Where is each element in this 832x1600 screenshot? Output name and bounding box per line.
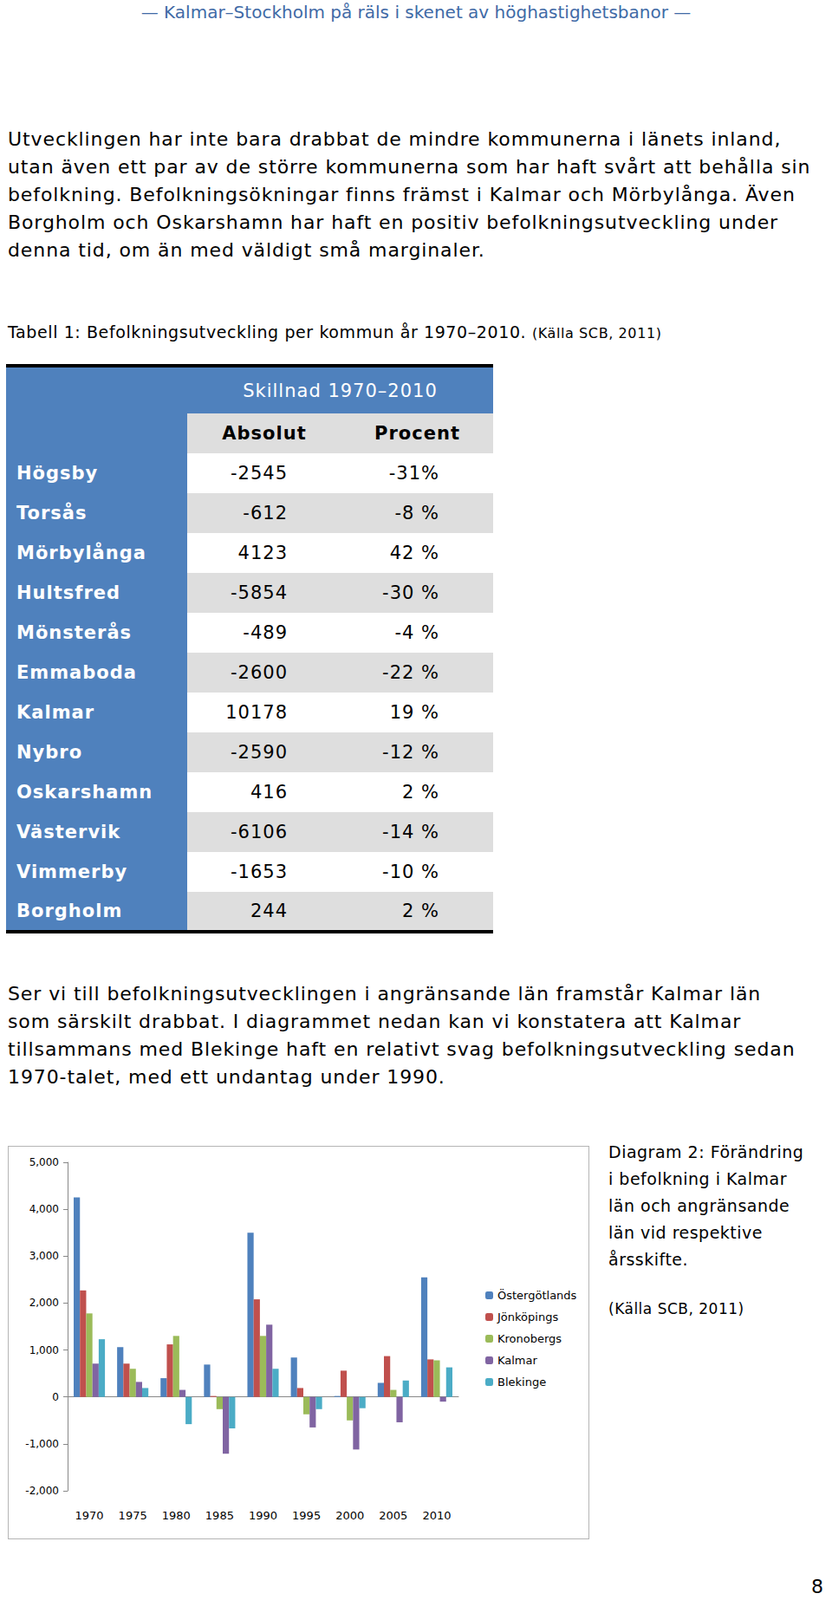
- html-text:19 %: 19 %: [389, 702, 440, 723]
- html-text:Hultsfred: Hultsfred: [16, 582, 121, 604]
- html-text:(Källa SCB, 2011): (Källa SCB, 2011): [608, 1300, 745, 1318]
- svg-text:-1,000: -1,000: [25, 1437, 59, 1450]
- html-text:som särskilt drabbat. I diagra: som särskilt drabbat. I diagrammet nedan…: [7, 1010, 742, 1033]
- svg-text:Blekinge: Blekinge: [497, 1375, 546, 1389]
- html-text:-8 %: -8 %: [394, 502, 440, 524]
- html-text:-5854: -5854: [230, 582, 288, 604]
- html-text:-10 %: -10 %: [382, 861, 440, 883]
- html-text:utan även ett par av de större: utan även ett par av de större kommunern…: [7, 156, 811, 178]
- svg-text:Kalmar: Kalmar: [497, 1353, 539, 1367]
- html-text:-6106: -6106: [230, 821, 288, 843]
- html-text:Ser vi till befolkningsutveckl: Ser vi till befolkningsutvecklingen i an…: [7, 982, 762, 1005]
- html-text:Borgholm: Borgholm: [16, 900, 123, 922]
- svg-text:1995: 1995: [292, 1508, 321, 1522]
- svg-text:1,000: 1,000: [29, 1344, 59, 1357]
- svg-text:1985: 1985: [205, 1508, 234, 1522]
- html-text:Mörbylånga: Mörbylånga: [16, 542, 147, 564]
- svg-text:2000: 2000: [335, 1508, 364, 1522]
- svg-text:Östergötlands: Östergötlands: [497, 1287, 578, 1302]
- html-text:-612: -612: [242, 502, 288, 524]
- html-text:Västervik: Västervik: [16, 821, 121, 843]
- svg-text:4,000: 4,000: [29, 1202, 59, 1216]
- html-text:-1653: -1653: [230, 861, 288, 883]
- svg-text:2010: 2010: [422, 1508, 451, 1522]
- html-text:Nybro: Nybro: [16, 741, 83, 763]
- html-text:2 %: 2 %: [402, 781, 440, 803]
- html-text:— Kalmar–Stockholm på räls i s: — Kalmar–Stockholm på räls i skenet av h…: [141, 1, 691, 23]
- html-text:Vimmerby: Vimmerby: [16, 861, 128, 883]
- html-text:1970-talet, med ett undantag u: 1970-talet, med ett undantag under 1990.: [7, 1066, 446, 1088]
- html-text:416: 416: [250, 781, 288, 803]
- html-text:Högsby: Högsby: [16, 462, 99, 484]
- svg-text:Jönköpings: Jönköpings: [496, 1310, 559, 1324]
- html-text:8: 8: [811, 1575, 824, 1598]
- html-text:-12 %: -12 %: [382, 741, 440, 763]
- html-text:2 %: 2 %: [402, 900, 440, 922]
- html-text:-489: -489: [242, 622, 288, 644]
- svg-text:1975: 1975: [118, 1508, 148, 1522]
- svg-text:1970: 1970: [75, 1508, 104, 1522]
- html-text:-31%: -31%: [388, 462, 440, 484]
- html-text:244: 244: [250, 900, 288, 922]
- html-text:-30 %: -30 %: [382, 582, 440, 604]
- html-text:län och angränsande: län och angränsande: [608, 1196, 790, 1216]
- html-text:tillsammans med Blekinge haft: tillsammans med Blekinge haft en relativ…: [7, 1038, 796, 1060]
- svg-text:2005: 2005: [378, 1508, 408, 1522]
- html-text:län vid respektive: län vid respektive: [608, 1222, 763, 1242]
- html-text:Skillnad 1970–2010: Skillnad 1970–2010: [242, 380, 438, 401]
- html-text:-2590: -2590: [230, 741, 288, 763]
- html-text:Mönsterås: Mönsterås: [16, 622, 132, 644]
- html-text:-2545: -2545: [230, 462, 288, 484]
- html-text:-22 %: -22 %: [382, 662, 440, 683]
- svg-text:-2,000: -2,000: [25, 1484, 59, 1497]
- html-text:Absolut: Absolut: [222, 422, 307, 444]
- svg-text:2,000: 2,000: [29, 1296, 59, 1309]
- html-text:Utvecklingen har inte bara dra: Utvecklingen har inte bara drabbat de mi…: [7, 128, 782, 150]
- html-text:4123: 4123: [237, 542, 288, 564]
- html-text:Borgholm och Oskarshamn har ha: Borgholm och Oskarshamn har haft en posi…: [7, 211, 779, 234]
- svg-text:Kronobergs: Kronobergs: [497, 1332, 562, 1346]
- svg-text:3,000: 3,000: [29, 1249, 59, 1262]
- html-text:denna tid, om än med väldigt s: denna tid, om än med väldigt små margina…: [7, 239, 486, 261]
- svg-text:1990: 1990: [248, 1508, 278, 1522]
- html-text:-4 %: -4 %: [394, 622, 440, 644]
- html-text:Tabell 1: Befolkningsutvecklin: Tabell 1: Befolkningsutveckling per komm…: [7, 322, 662, 342]
- html-text:i befolkning i Kalmar: i befolkning i Kalmar: [608, 1169, 787, 1189]
- svg-text:1980: 1980: [162, 1508, 191, 1522]
- html-text:42 %: 42 %: [389, 542, 440, 564]
- html-text:befolkning. Befolkningsökninga: befolkning. Befolkningsökningar finns fr…: [7, 183, 796, 206]
- html-text:Kalmar: Kalmar: [16, 702, 95, 723]
- svg-text:0: 0: [52, 1391, 59, 1404]
- html-text:Diagram 2: Förändring: Diagram 2: Förändring: [608, 1142, 804, 1162]
- html-text:årsskifte.: årsskifte.: [608, 1249, 689, 1269]
- html-text:Procent: Procent: [374, 422, 461, 444]
- html-text:10178: 10178: [225, 702, 288, 723]
- html-text:-2600: -2600: [230, 662, 288, 683]
- html-text:Torsås: Torsås: [16, 502, 88, 524]
- html-text:Oskarshamn: Oskarshamn: [16, 781, 153, 803]
- html-text:Emmaboda: Emmaboda: [16, 662, 137, 683]
- html-text:-14 %: -14 %: [382, 821, 440, 843]
- svg-text:5,000: 5,000: [29, 1156, 59, 1169]
